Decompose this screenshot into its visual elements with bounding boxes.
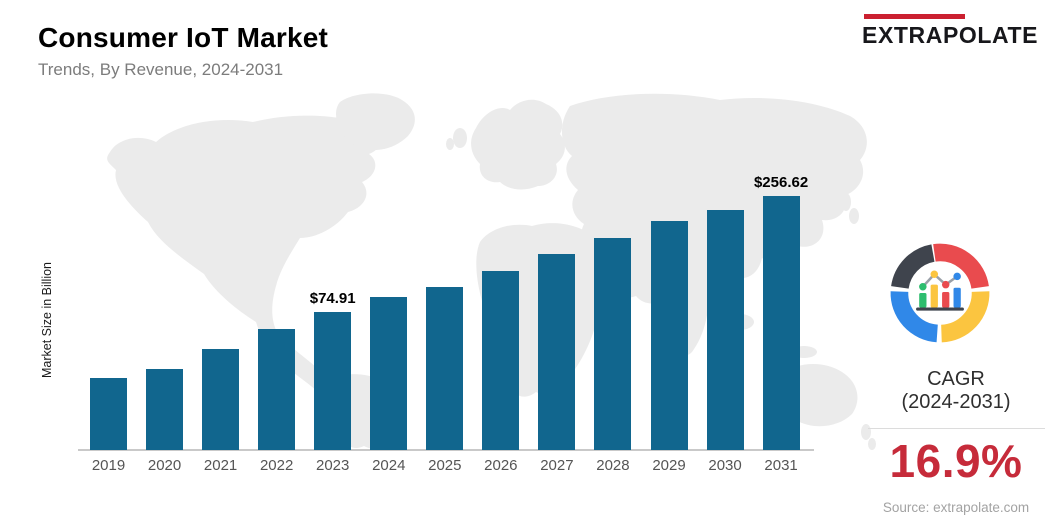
bar-2023 (314, 312, 352, 450)
continent-greenland (335, 93, 415, 151)
island-ireland (446, 138, 454, 150)
bar-2028 (594, 238, 632, 450)
bar-2026 (482, 271, 520, 450)
x-tick-2031: 2031 (764, 457, 798, 474)
x-tick-2027: 2027 (540, 457, 574, 474)
x-tick-2026: 2026 (484, 457, 518, 474)
bar-2025 (426, 287, 464, 450)
cagr-period: (2024-2031) (901, 391, 1011, 413)
x-tick-2030: 2030 (708, 457, 742, 474)
market-chart-donut-icon (890, 243, 990, 343)
x-tick-2024: 2024 (372, 457, 406, 474)
x-tick-2020: 2020 (147, 457, 182, 474)
cagr-label: CAGR (2024-2031) (866, 368, 1046, 414)
data-label-2023: $74.91 (309, 290, 356, 307)
x-tick-2019: 2019 (91, 457, 126, 474)
x-axis-line (78, 449, 814, 451)
source-credit: Source: extrapolate.com (882, 500, 1030, 515)
bar-2022 (258, 329, 296, 450)
cagr-title: CAGR (927, 368, 985, 390)
brand-logo-accent-bar (864, 14, 965, 19)
brand-logo: EXTRAPOLATE (862, 14, 1042, 49)
island-nz-2 (868, 438, 876, 450)
continent-europe (471, 99, 565, 190)
bar-2024 (370, 297, 408, 450)
bar-2030 (706, 210, 744, 450)
page-subtitle: Trends, By Revenue, 2024-2031 (38, 60, 284, 79)
cagr-divider (868, 428, 1045, 429)
mini-bar-chart-icon (916, 270, 964, 311)
bar-2021 (202, 349, 240, 450)
continent-north-america (107, 115, 382, 394)
bar-2029 (650, 221, 688, 450)
bar-2027 (538, 254, 576, 450)
x-tick-2023: 2023 (316, 457, 350, 474)
island-japan-1 (841, 193, 851, 211)
page-title: Consumer IoT Market (38, 22, 329, 53)
x-tick-2022: 2022 (259, 457, 294, 474)
bar-2031 (762, 196, 800, 450)
island-japan-2 (849, 208, 859, 224)
island-uk (453, 128, 467, 148)
cagr-value: 16.9% (889, 435, 1023, 487)
x-tick-2025: 2025 (428, 457, 462, 474)
x-tick-2028: 2028 (596, 457, 630, 474)
brand-logo-text: EXTRAPOLATE (862, 22, 1039, 48)
x-tick-2029: 2029 (652, 457, 686, 474)
bar-2020 (146, 369, 184, 450)
x-tick-2021: 2021 (203, 457, 238, 474)
y-axis-label: Market Size in Billion (40, 262, 54, 379)
data-label-2031: $256.62 (753, 174, 809, 191)
bar-2019 (90, 378, 127, 450)
